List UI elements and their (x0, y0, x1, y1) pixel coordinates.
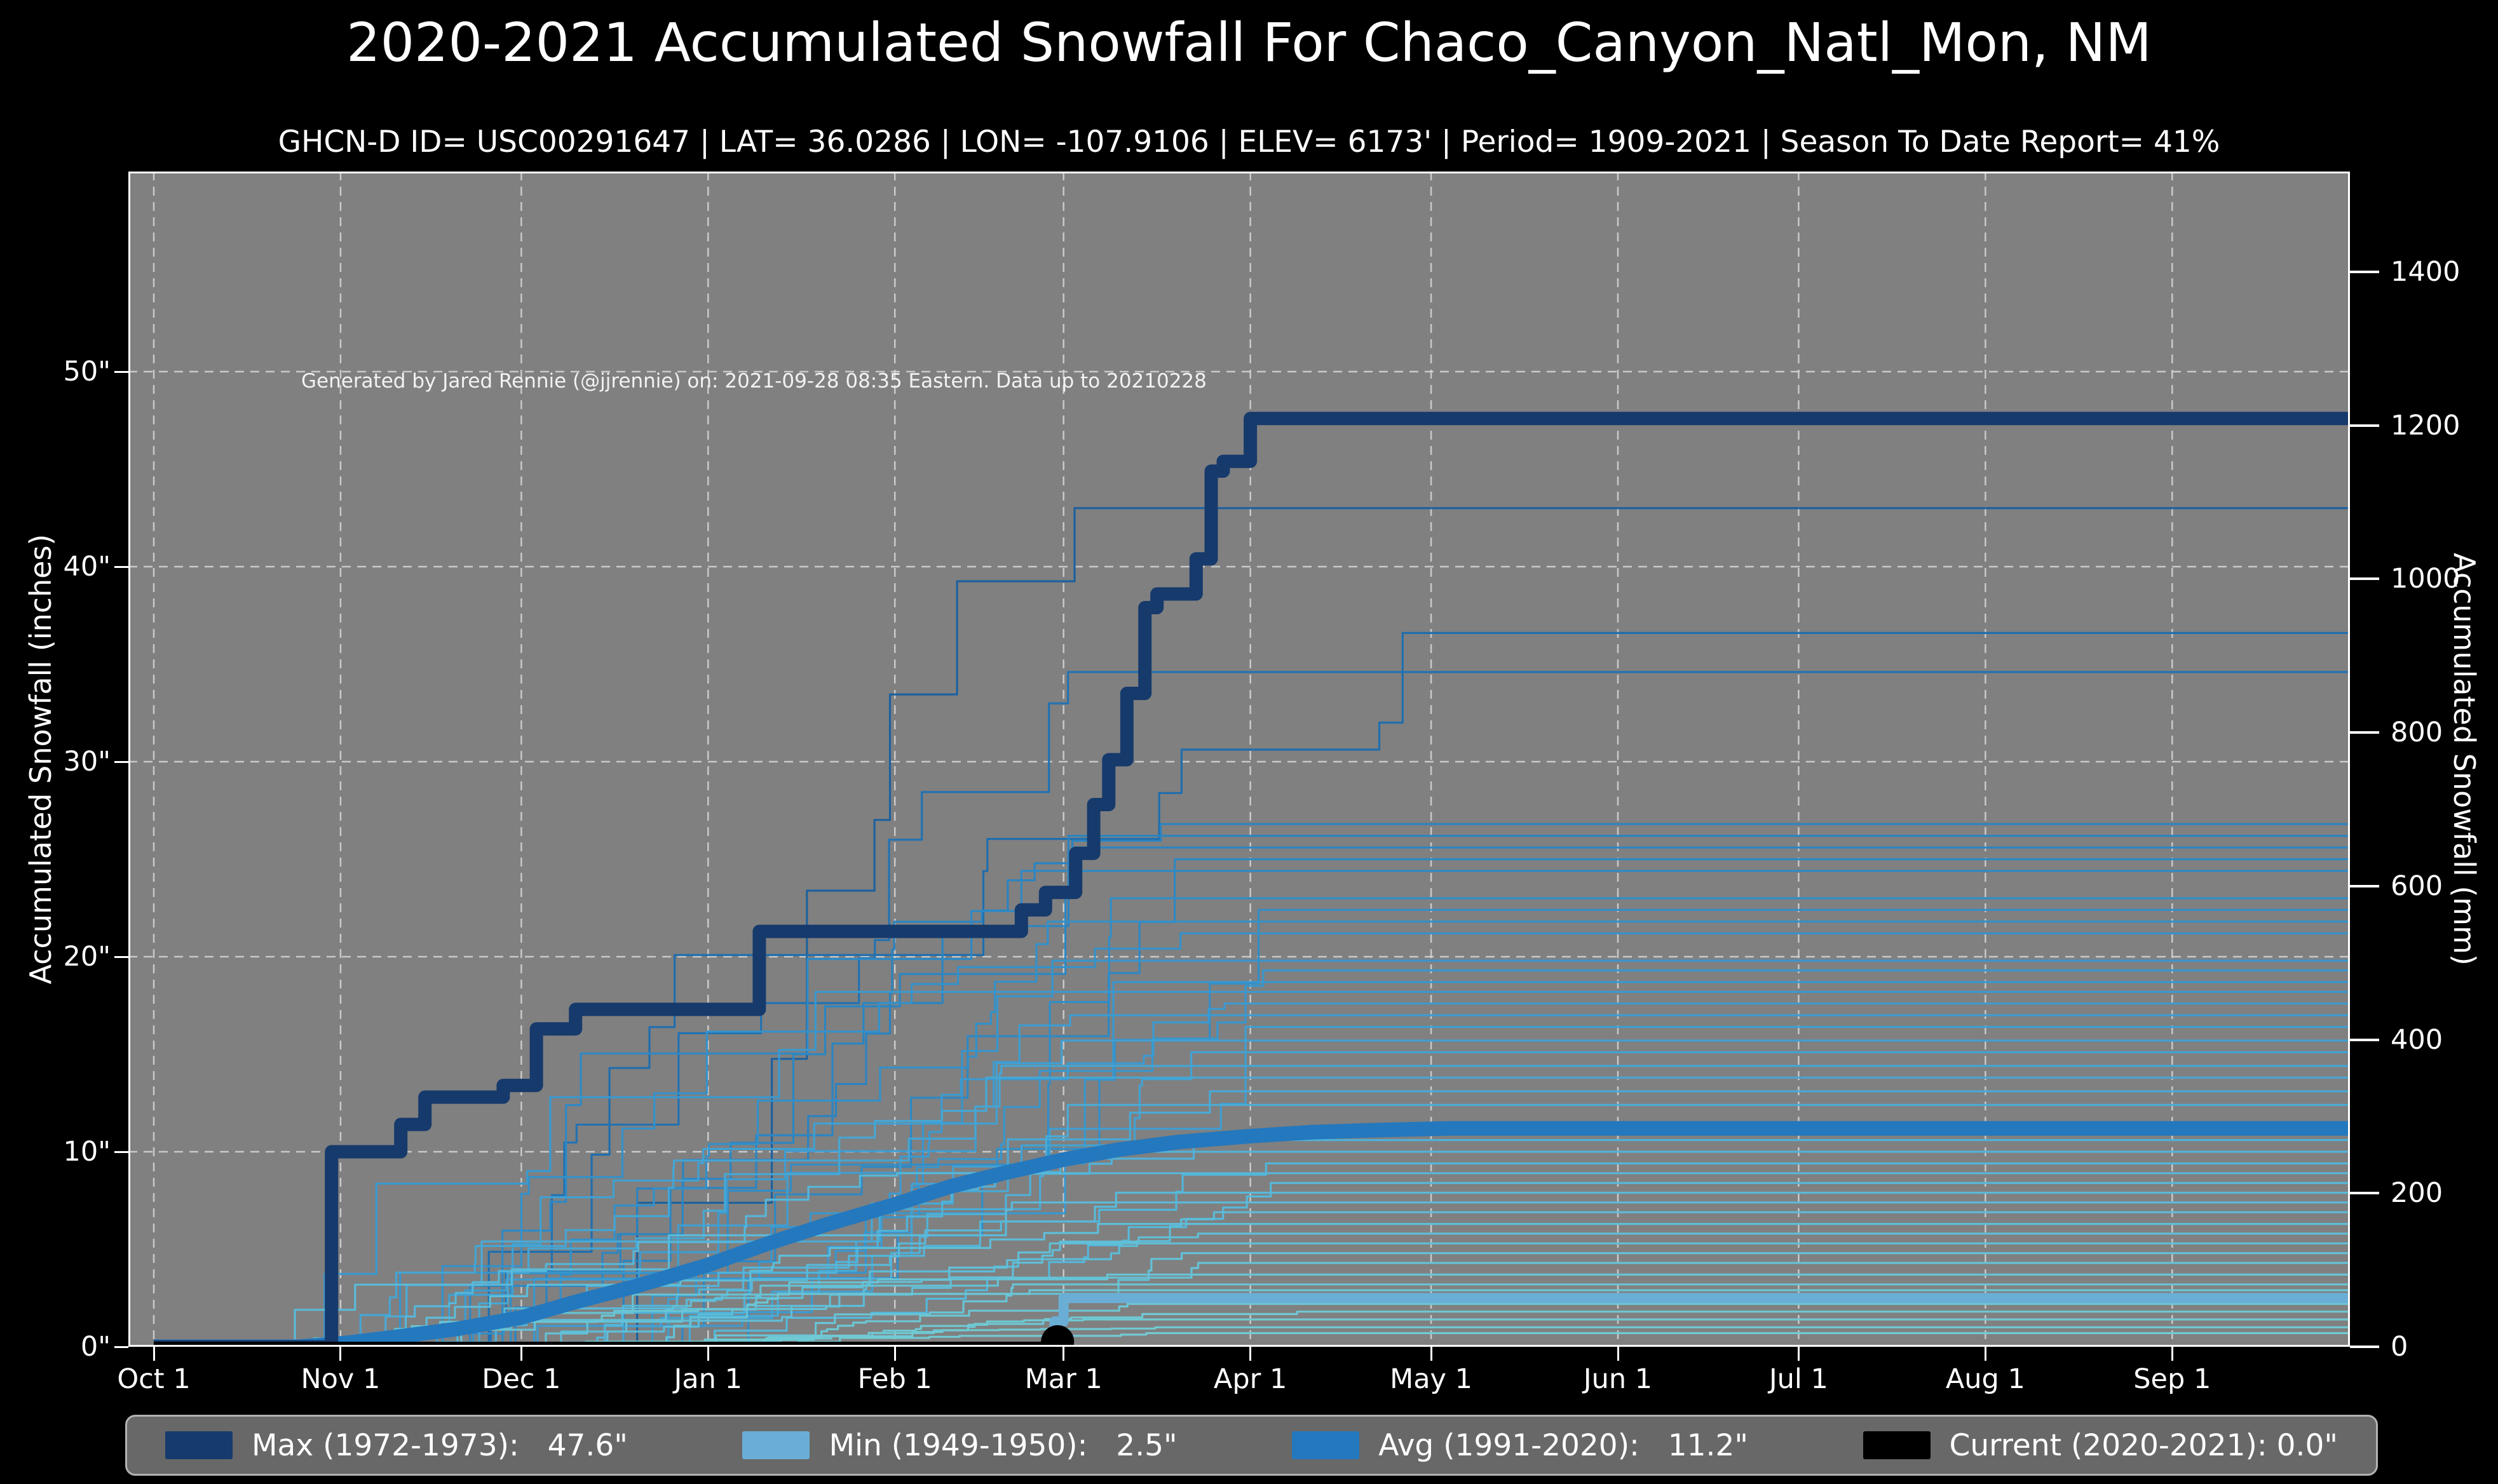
y-tick-label-right: 1000 (2391, 563, 2461, 595)
background-season-line (154, 870, 2350, 1347)
plot-frame (128, 172, 2350, 1347)
x-tick-mark (1797, 1347, 1800, 1361)
y-tick-label-right: 800 (2391, 717, 2443, 749)
y-tick-mark-left (114, 955, 128, 958)
legend-item: Max (1972-1973): 47.6" (165, 1428, 628, 1463)
y-tick-label-right: 1400 (2391, 255, 2461, 288)
y-tick-label-right: 0 (2391, 1331, 2408, 1363)
x-tick-label: Apr 1 (1213, 1363, 1287, 1395)
y-tick-label-right: 200 (2391, 1177, 2443, 1210)
x-tick-mark (339, 1347, 342, 1361)
background-season-line (154, 823, 2350, 1347)
chart-title: 2020-2021 Accumulated Snowfall For Chaco… (346, 11, 2152, 74)
background-season-line (154, 1252, 2350, 1347)
x-tick-mark (1617, 1347, 1619, 1361)
y-tick-mark-left (114, 760, 128, 763)
x-tick-mark (1249, 1347, 1252, 1361)
x-tick-mark (893, 1347, 896, 1361)
x-tick-label: Sep 1 (2133, 1363, 2211, 1395)
x-tick-mark (1984, 1347, 1986, 1361)
background-season-line (154, 1065, 2350, 1347)
background-season-line (154, 1262, 2350, 1347)
x-tick-label: Nov 1 (301, 1363, 381, 1395)
series-line-max (154, 412, 2350, 1347)
x-tick-mark (153, 1347, 155, 1361)
legend-label: Current (2020-2021): 0.0" (1949, 1427, 2338, 1463)
y-tick-mark-right (2350, 1192, 2379, 1195)
x-tick-label: Jun 1 (1583, 1363, 1653, 1395)
plot-area: Generated by Jared Rennie (@jjrennie) on… (128, 172, 2350, 1347)
series-line-min (154, 1293, 2350, 1347)
left-axis-title: Accumulated Snowfall (inches) (24, 534, 58, 985)
legend-item: Min (1949-1950): 2.5" (742, 1427, 1178, 1463)
y-tick-label-left: 50" (63, 356, 111, 388)
y-tick-label-left: 30" (63, 746, 111, 778)
chart-svg (128, 172, 2350, 1347)
x-tick-mark (1062, 1347, 1065, 1361)
y-tick-mark-right (2350, 577, 2379, 581)
right-axis-title: Accumulated Snowfall (mm) (2447, 553, 2481, 966)
background-season-line (154, 1076, 2350, 1347)
y-tick-mark-left (114, 565, 128, 568)
y-tick-label-right: 1200 (2391, 409, 2461, 442)
background-season-line (154, 1051, 2350, 1347)
background-season-line (154, 507, 2350, 1347)
chart-subtitle: GHCN-D ID= USC00291647 | LAT= 36.0286 | … (278, 125, 2220, 159)
y-tick-label-left: 20" (63, 941, 111, 973)
legend-label: Min (1949-1950): 2.5" (829, 1427, 1178, 1463)
y-tick-mark-right (2350, 1346, 2379, 1348)
background-season-line (154, 1172, 2350, 1347)
y-tick-mark-right (2350, 731, 2379, 734)
x-tick-mark (707, 1347, 709, 1361)
background-season-line (154, 631, 2350, 1347)
background-season-line (154, 1103, 2350, 1347)
background-season-line (154, 1090, 2350, 1347)
y-tick-label-right: 400 (2391, 1023, 2443, 1056)
background-season-line (154, 1002, 2350, 1347)
y-tick-mark-right (2350, 1038, 2379, 1041)
legend-label: Max (1972-1973): 47.6" (252, 1427, 628, 1463)
background-season-line (154, 1223, 2350, 1347)
legend-item: Avg (1991-2020): 11.2" (1292, 1428, 1748, 1463)
background-season-line (154, 959, 2350, 1347)
x-tick-label: Aug 1 (1945, 1363, 2025, 1395)
x-tick-label: Feb 1 (857, 1363, 932, 1395)
y-tick-mark-right (2350, 270, 2379, 273)
legend-label: Avg (1991-2020): 11.2" (1378, 1427, 1748, 1463)
series-line-avg (154, 1121, 2350, 1347)
x-tick-label: Jan 1 (674, 1363, 742, 1395)
legend-swatch (742, 1431, 810, 1459)
current-end-dot (1041, 1325, 1075, 1347)
x-tick-label: Dec 1 (482, 1363, 561, 1395)
x-tick-label: Jul 1 (1768, 1363, 1828, 1395)
y-tick-mark-left (114, 1150, 128, 1153)
x-tick-mark (1430, 1347, 1432, 1361)
legend-swatch (1292, 1431, 1360, 1459)
attribution-text: Generated by Jared Rennie (@jjrennie) on… (301, 370, 1207, 393)
x-tick-label: May 1 (1390, 1363, 1473, 1395)
x-tick-label: Oct 1 (117, 1363, 191, 1395)
background-season-line (154, 921, 2350, 1347)
legend: Max (1972-1973): 47.6" Min (1949-1950): 2… (125, 1415, 2378, 1476)
y-tick-mark-left (114, 370, 128, 373)
y-tick-mark-right (2350, 424, 2379, 427)
legend-item: Current (2020-2021): 0.0" (1863, 1428, 2338, 1463)
background-season-line (154, 1201, 2350, 1347)
x-tick-mark (520, 1347, 522, 1361)
y-tick-mark-right (2350, 884, 2379, 887)
background-season-line (154, 932, 2350, 1347)
x-tick-mark (2171, 1347, 2173, 1361)
legend-swatch (165, 1431, 233, 1459)
x-tick-label: Mar 1 (1024, 1363, 1103, 1395)
y-tick-label-left: 10" (63, 1136, 111, 1168)
y-tick-label-left: 0" (80, 1331, 111, 1363)
y-tick-label-left: 40" (63, 551, 111, 583)
legend-swatch (1863, 1431, 1931, 1459)
y-tick-label-right: 600 (2391, 870, 2443, 902)
y-tick-mark-left (114, 1346, 128, 1348)
background-season-line (154, 1039, 2350, 1347)
